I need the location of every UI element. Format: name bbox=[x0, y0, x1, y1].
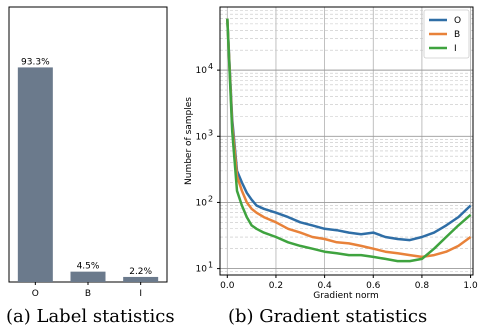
line-plot-frame bbox=[219, 6, 474, 276]
caption-gradient-statistics: (b) Gradient statistics bbox=[228, 306, 428, 327]
bar-category-label: I bbox=[139, 289, 142, 299]
series-line-i bbox=[226, 18, 472, 263]
y-tick-label: 10 bbox=[196, 132, 208, 142]
bar-value-label: 4.5% bbox=[77, 262, 100, 272]
bar-value-label: 93.3% bbox=[21, 57, 50, 67]
y-tick-label: 10 bbox=[196, 265, 208, 275]
x-tick-label: 0.8 bbox=[415, 281, 430, 291]
y-tick-label: 10 bbox=[196, 66, 208, 76]
bar-category-label: B bbox=[85, 289, 91, 299]
x-axis-label: Gradient norm bbox=[313, 291, 379, 300]
y-tick-exponent: 3 bbox=[208, 128, 213, 137]
x-tick-label: 0.2 bbox=[269, 281, 283, 291]
legend-label-b: B bbox=[454, 30, 460, 40]
series-line-o bbox=[226, 18, 472, 242]
bar-b bbox=[70, 271, 106, 282]
bar-value-label: 2.2% bbox=[129, 267, 152, 277]
label-statistics-chart: 93.3% 4.5% 2.2% O B I bbox=[8, 6, 168, 299]
bar-category-label: O bbox=[32, 289, 39, 299]
legend-label-o: O bbox=[454, 16, 461, 26]
y-tick-exponent: 2 bbox=[208, 194, 213, 203]
legend: OBI bbox=[423, 9, 470, 59]
series-line-b bbox=[226, 18, 472, 259]
y-axis-label: Number of samples bbox=[184, 97, 194, 185]
x-tick-label: 0.6 bbox=[366, 281, 381, 291]
x-tick-label: 0.0 bbox=[220, 281, 235, 291]
y-tick-label: 10 bbox=[196, 198, 208, 208]
bar-o bbox=[17, 67, 53, 282]
x-tick-label: 0.4 bbox=[317, 281, 332, 291]
legend-label-i: I bbox=[454, 44, 457, 54]
y-tick-exponent: 4 bbox=[208, 62, 213, 71]
x-tick-label: 1.0 bbox=[463, 281, 478, 291]
bar-i bbox=[123, 276, 159, 282]
caption-label-statistics: (a) Label statistics bbox=[6, 306, 175, 327]
y-tick-exponent: 1 bbox=[208, 261, 213, 270]
